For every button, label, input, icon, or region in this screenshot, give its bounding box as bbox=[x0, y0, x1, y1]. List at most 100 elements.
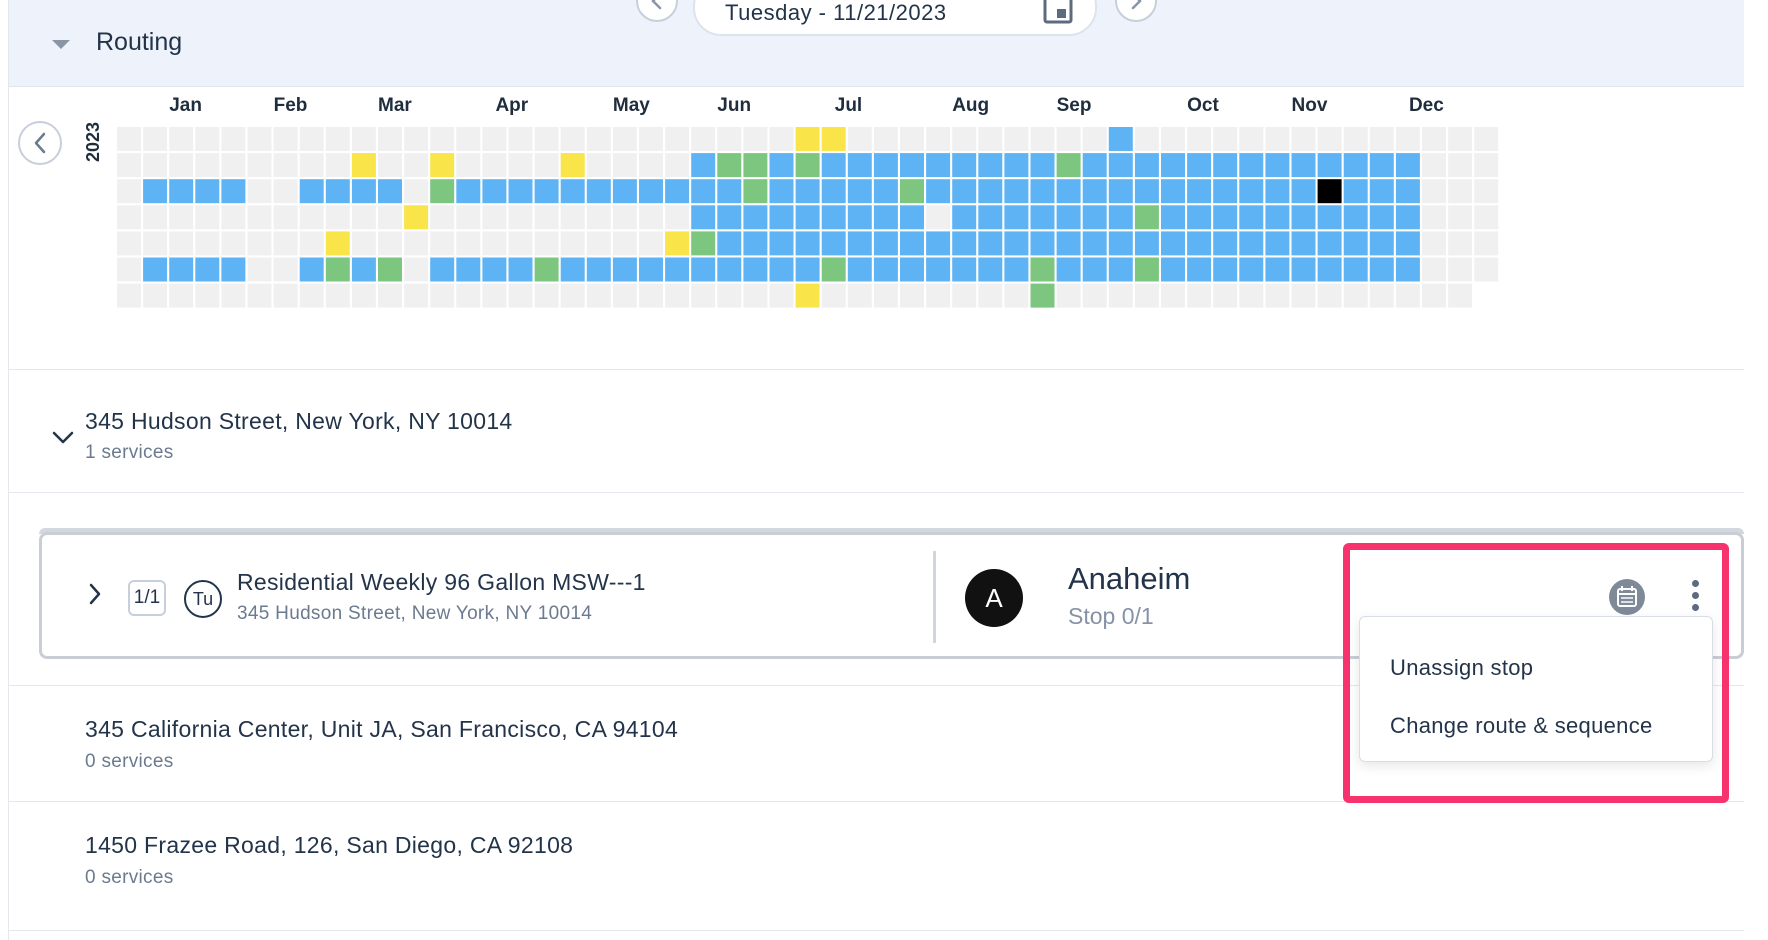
heatmap-day-cell[interactable] bbox=[404, 205, 429, 230]
heatmap-day-cell[interactable] bbox=[900, 283, 924, 308]
heatmap-day-cell[interactable] bbox=[1369, 205, 1394, 230]
heatmap-day-cell[interactable] bbox=[143, 231, 168, 256]
heatmap-day-cell[interactable] bbox=[560, 153, 585, 178]
heatmap-day-cell[interactable] bbox=[221, 153, 246, 178]
heatmap-day-cell[interactable] bbox=[195, 231, 220, 256]
heatmap-day-cell[interactable] bbox=[743, 231, 768, 256]
heatmap-day-cell[interactable] bbox=[1422, 257, 1446, 282]
heatmap-day-cell[interactable] bbox=[1187, 283, 1212, 308]
heatmap-day-cell[interactable] bbox=[378, 257, 402, 282]
expand-service-button[interactable] bbox=[87, 582, 103, 611]
heatmap-day-cell[interactable] bbox=[1213, 231, 1238, 256]
heatmap-day-cell[interactable] bbox=[456, 283, 481, 308]
heatmap-day-cell[interactable] bbox=[1369, 179, 1394, 204]
heatmap-day-cell[interactable] bbox=[508, 127, 533, 151]
heatmap-day-cell[interactable] bbox=[1265, 153, 1290, 178]
heatmap-day-cell[interactable] bbox=[351, 205, 376, 230]
heatmap-day-cell[interactable] bbox=[1239, 127, 1264, 151]
heatmap-day-cell[interactable] bbox=[1108, 153, 1133, 178]
heatmap-day-cell[interactable] bbox=[743, 179, 768, 204]
heatmap-day-cell[interactable] bbox=[795, 127, 820, 151]
heatmap-day-cell[interactable] bbox=[978, 257, 1003, 282]
heatmap-day-cell[interactable] bbox=[1474, 153, 1499, 178]
heatmap-day-cell[interactable] bbox=[586, 127, 611, 151]
heatmap-day-cell[interactable] bbox=[1422, 283, 1446, 308]
heatmap-day-cell[interactable] bbox=[769, 179, 794, 204]
heatmap-day-cell[interactable] bbox=[1369, 257, 1394, 282]
heatmap-day-cell[interactable] bbox=[926, 179, 951, 204]
heatmap-day-cell[interactable] bbox=[873, 231, 898, 256]
heatmap-day-cell[interactable] bbox=[169, 283, 194, 308]
heatmap-day-cell[interactable] bbox=[743, 153, 768, 178]
heatmap-day-cell[interactable] bbox=[1291, 153, 1316, 178]
heatmap-day-cell[interactable] bbox=[1108, 205, 1133, 230]
heatmap-day-cell[interactable] bbox=[926, 205, 951, 230]
heatmap-day-cell[interactable] bbox=[1082, 283, 1107, 308]
heatmap-day-cell[interactable] bbox=[1161, 231, 1185, 256]
heatmap-day-cell[interactable] bbox=[1056, 179, 1081, 204]
heatmap-day-cell[interactable] bbox=[586, 257, 611, 282]
heatmap-day-cell[interactable] bbox=[117, 179, 141, 204]
heatmap-day-cell[interactable] bbox=[1030, 153, 1055, 178]
heatmap-day-cell[interactable] bbox=[769, 231, 794, 256]
heatmap-day-cell[interactable] bbox=[143, 153, 168, 178]
heatmap-day-cell[interactable] bbox=[900, 153, 924, 178]
heatmap-day-cell[interactable] bbox=[586, 153, 611, 178]
heatmap-day-cell[interactable] bbox=[1422, 231, 1446, 256]
heatmap-day-cell[interactable] bbox=[665, 283, 690, 308]
heatmap-day-cell[interactable] bbox=[873, 257, 898, 282]
heatmap-day-cell[interactable] bbox=[873, 179, 898, 204]
heatmap-day-cell[interactable] bbox=[795, 153, 820, 178]
heatmap-day-cell[interactable] bbox=[665, 153, 690, 178]
heatmap-day-cell[interactable] bbox=[247, 205, 272, 230]
heatmap-day-cell[interactable] bbox=[1187, 231, 1212, 256]
heatmap-day-cell[interactable] bbox=[508, 205, 533, 230]
heatmap-day-cell[interactable] bbox=[456, 257, 481, 282]
heatmap-day-cell[interactable] bbox=[117, 283, 141, 308]
heatmap-day-cell[interactable] bbox=[430, 231, 455, 256]
heatmap-day-cell[interactable] bbox=[900, 179, 924, 204]
heatmap-day-cell[interactable] bbox=[691, 257, 716, 282]
heatmap-day-cell[interactable] bbox=[1056, 231, 1081, 256]
heatmap-day-cell[interactable] bbox=[1239, 205, 1264, 230]
heatmap-day-cell[interactable] bbox=[482, 283, 507, 308]
heatmap-day-cell[interactable] bbox=[143, 127, 168, 151]
heatmap-day-cell[interactable] bbox=[430, 205, 455, 230]
heatmap-day-cell[interactable] bbox=[560, 257, 585, 282]
heatmap-day-cell[interactable] bbox=[978, 283, 1003, 308]
heatmap-day-cell[interactable] bbox=[769, 153, 794, 178]
heatmap-day-cell[interactable] bbox=[456, 127, 481, 151]
heatmap-day-cell[interactable] bbox=[195, 179, 220, 204]
heatmap-day-cell[interactable] bbox=[1369, 153, 1394, 178]
heatmap-day-cell[interactable] bbox=[404, 127, 429, 151]
heatmap-day-cell[interactable] bbox=[404, 153, 429, 178]
heatmap-day-cell[interactable] bbox=[482, 231, 507, 256]
heatmap-day-cell[interactable] bbox=[1265, 179, 1290, 204]
heatmap-day-cell[interactable] bbox=[325, 205, 350, 230]
heatmap-day-cell[interactable] bbox=[1448, 231, 1473, 256]
heatmap-day-cell[interactable] bbox=[195, 153, 220, 178]
heatmap-day-cell[interactable] bbox=[1082, 127, 1107, 151]
heatmap-day-cell[interactable] bbox=[1291, 231, 1316, 256]
heatmap-day-cell[interactable] bbox=[900, 205, 924, 230]
heatmap-day-cell[interactable] bbox=[143, 257, 168, 282]
heatmap-day-cell[interactable] bbox=[1108, 127, 1133, 151]
heatmap-day-cell[interactable] bbox=[743, 283, 768, 308]
heatmap-day-cell[interactable] bbox=[1213, 153, 1238, 178]
heatmap-day-cell[interactable] bbox=[1291, 283, 1316, 308]
heatmap-day-cell[interactable] bbox=[1317, 257, 1342, 282]
heatmap-day-cell[interactable] bbox=[639, 283, 663, 308]
heatmap-day-cell[interactable] bbox=[1004, 127, 1029, 151]
heatmap-day-cell[interactable] bbox=[1474, 179, 1499, 204]
heatmap-day-cell[interactable] bbox=[195, 283, 220, 308]
heatmap-day-cell[interactable] bbox=[612, 231, 637, 256]
heatmap-day-cell[interactable] bbox=[612, 127, 637, 151]
heatmap-day-cell[interactable] bbox=[1291, 179, 1316, 204]
heatmap-day-cell[interactable] bbox=[273, 205, 298, 230]
heatmap-day-cell[interactable] bbox=[665, 231, 690, 256]
heatmap-day-cell[interactable] bbox=[769, 283, 794, 308]
heatmap-day-cell[interactable] bbox=[952, 127, 977, 151]
heatmap-day-cell[interactable] bbox=[169, 205, 194, 230]
heatmap-day-cell[interactable] bbox=[117, 257, 141, 282]
heatmap-day-cell[interactable] bbox=[1082, 153, 1107, 178]
